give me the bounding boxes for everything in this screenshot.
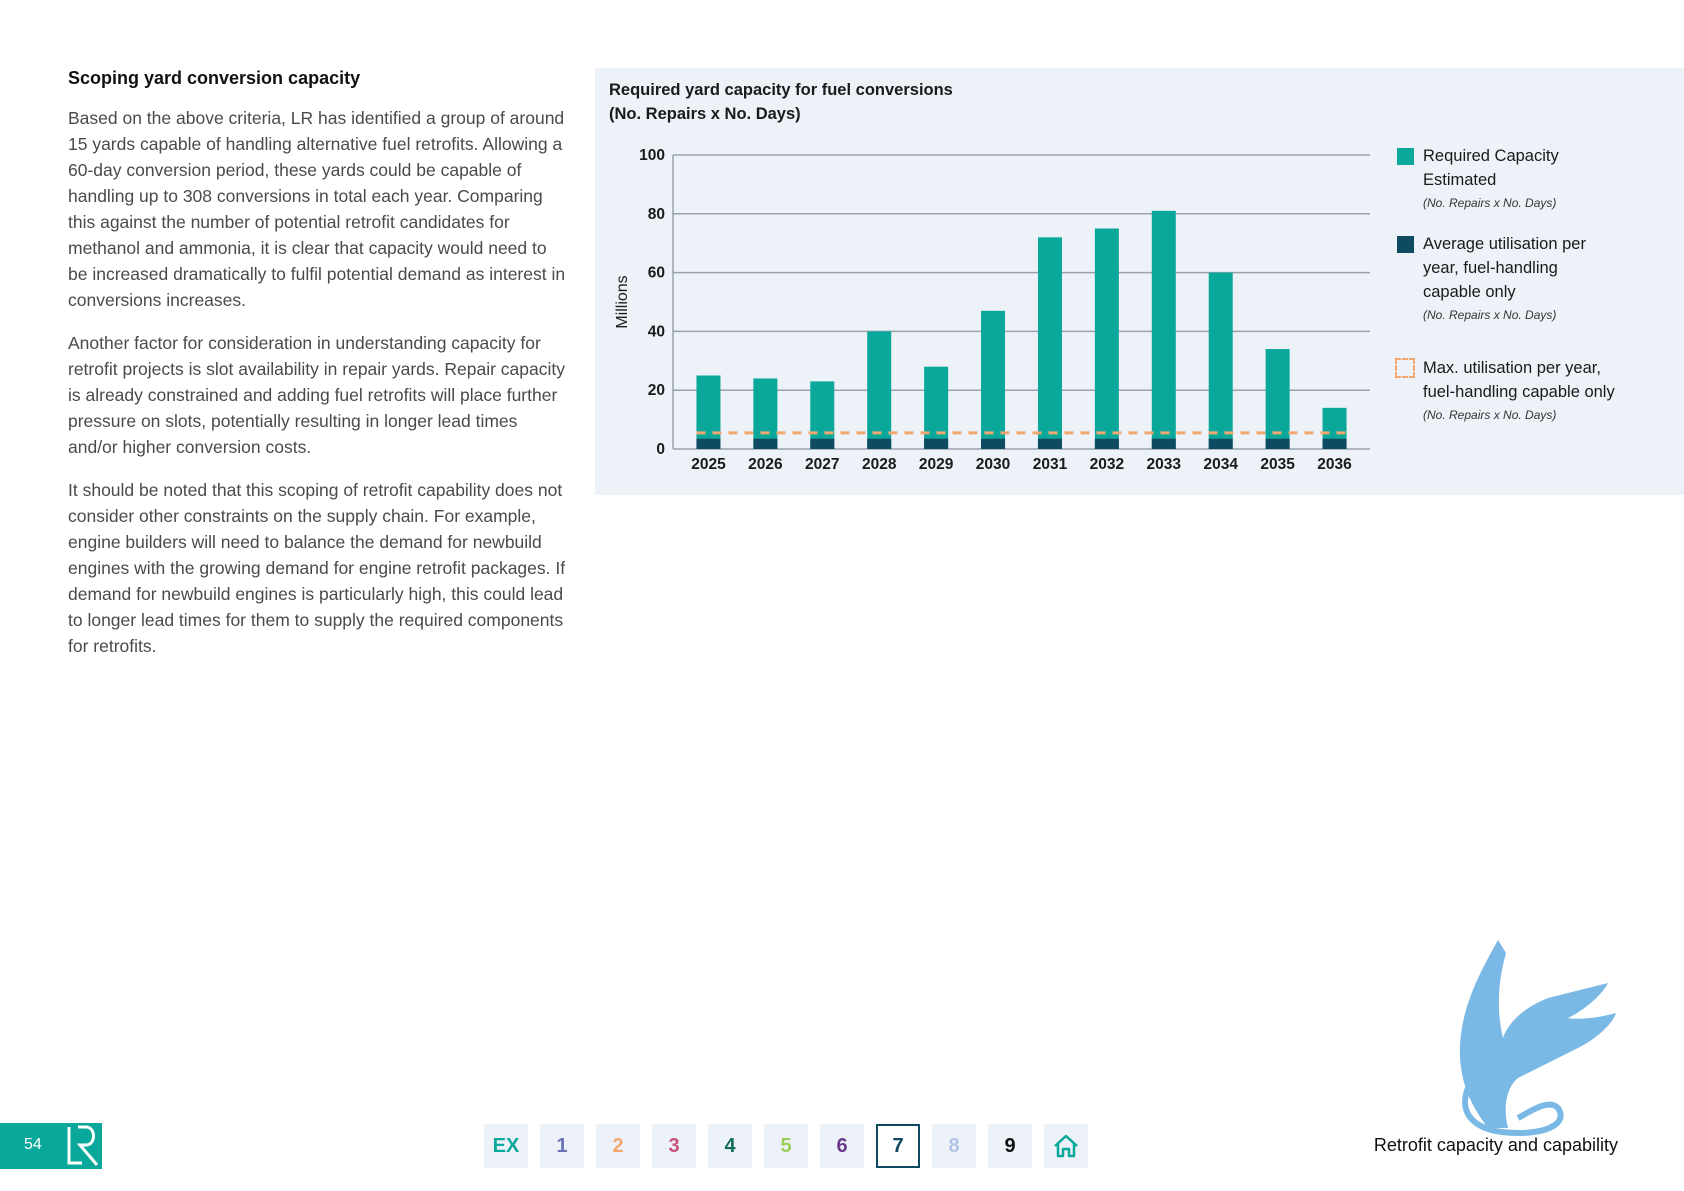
legend-note: (No. Repairs x No. Days) — [1423, 196, 1557, 210]
x-tick-label: 2025 — [691, 456, 726, 473]
chart-legend: Required Capacity Estimated (No. Repairs… — [1395, 144, 1617, 440]
legend-swatch-dashed — [1395, 358, 1415, 378]
x-tick-label: 2033 — [1147, 456, 1182, 473]
nav-tab-4[interactable]: 4 — [708, 1124, 752, 1168]
legend-swatch-teal — [1397, 148, 1414, 165]
paragraph: Based on the above criteria, LR has iden… — [68, 108, 566, 310]
nav-tab-2[interactable]: 2 — [596, 1124, 640, 1168]
bar-required-2028 — [867, 331, 892, 449]
y-tick-label: 80 — [648, 206, 665, 223]
section-nav: EX 1 2 3 4 5 6 7 8 9 — [484, 1124, 1100, 1168]
legend-label: Required Capacity Estimated — [1423, 147, 1559, 189]
y-tick-label: 20 — [648, 382, 665, 399]
bar-average-2035 — [1265, 438, 1290, 449]
chart-title-line: Required yard capacity for fuel conversi… — [609, 81, 953, 99]
legend-swatch-navy — [1397, 236, 1414, 253]
nav-tab-3[interactable]: 3 — [652, 1124, 696, 1168]
x-tick-label: 2035 — [1260, 456, 1295, 473]
legend-label: Max. utilisation per year, fuel-handling… — [1423, 359, 1615, 401]
nav-tab-9[interactable]: 9 — [988, 1124, 1032, 1168]
x-tick-label: 2029 — [919, 456, 954, 473]
x-tick-label: 2026 — [748, 456, 783, 473]
legend-item-required: Required Capacity Estimated (No. Repairs… — [1397, 144, 1617, 210]
page-badge: 54 — [0, 1123, 102, 1169]
bar-required-2032 — [1094, 228, 1119, 449]
nav-tab-1[interactable]: 1 — [540, 1124, 584, 1168]
nav-tab-7[interactable]: 7 — [876, 1124, 920, 1168]
home-button[interactable] — [1044, 1124, 1088, 1168]
bar-average-2027 — [810, 438, 835, 449]
bar-average-2031 — [1037, 438, 1062, 449]
y-tick-label: 40 — [648, 323, 665, 340]
nav-tab-8[interactable]: 8 — [932, 1124, 976, 1168]
bar-average-2033 — [1151, 438, 1176, 449]
paragraph: Another factor for consideration in unde… — [68, 333, 565, 457]
x-tick-label: 2027 — [805, 456, 839, 473]
chart-subtitle-line: (No. Repairs x No. Days) — [609, 105, 801, 123]
bar-average-2032 — [1094, 438, 1119, 449]
bar-average-2034 — [1208, 438, 1233, 449]
griffin-logo — [1459, 940, 1616, 1137]
y-tick-label: 100 — [639, 147, 665, 164]
x-tick-label: 2031 — [1033, 456, 1068, 473]
nav-tab-5[interactable]: 5 — [764, 1124, 808, 1168]
bar-required-2033 — [1151, 210, 1176, 449]
bar-chart: 0 20 40 60 80 100 Millions 2025 2026 2027 2028 2029… — [614, 147, 1370, 473]
bar-required-2030 — [981, 310, 1006, 449]
legend-note: (No. Repairs x No. Days) — [1423, 308, 1557, 322]
home-icon — [1054, 1134, 1078, 1158]
bar-average-2028 — [867, 438, 892, 449]
bar-average-2029 — [924, 438, 949, 449]
bar-average-2026 — [753, 438, 778, 449]
nav-tab-ex[interactable]: EX — [484, 1124, 528, 1168]
chart-panel: Required yard capacity for fuel conversi… — [595, 68, 1684, 495]
bar-required-2031 — [1037, 237, 1062, 449]
bar-average-2030 — [981, 438, 1006, 449]
section-heading: Scoping yard conversion capacity — [68, 68, 361, 88]
y-axis-label: Millions — [614, 275, 631, 328]
x-tick-label: 2030 — [976, 456, 1010, 473]
y-tick-label: 0 — [656, 441, 665, 458]
page-number: 54 — [24, 1136, 42, 1153]
bar-average-2025 — [696, 438, 721, 449]
bar-required-2025 — [696, 375, 721, 449]
nav-tab-6[interactable]: 6 — [820, 1124, 864, 1168]
y-tick-label: 60 — [648, 265, 665, 282]
bar-average-2036 — [1322, 438, 1347, 449]
legend-item-average: Average utilisation per year, fuel-handl… — [1397, 232, 1617, 322]
legend-label: Average utilisation per year, fuel-handl… — [1423, 235, 1586, 301]
article: Scoping yard conversion capacity Based o… — [68, 68, 568, 676]
x-tick-label: 2032 — [1090, 456, 1124, 473]
legend-item-max: Max. utilisation per year, fuel-handling… — [1395, 356, 1617, 422]
bar-required-2027 — [810, 381, 835, 449]
footer-title: Retrofit capacity and capability — [1373, 1135, 1618, 1155]
bar-required-2034 — [1208, 272, 1233, 449]
x-tick-label: 2036 — [1317, 456, 1352, 473]
chart-title: Required yard capacity for fuel conversi… — [609, 78, 953, 126]
legend-note: (No. Repairs x No. Days) — [1423, 408, 1557, 422]
paragraph: It should be noted that this scoping of … — [68, 480, 566, 656]
x-tick-label: 2028 — [862, 456, 897, 473]
lr-logo — [67, 1125, 99, 1166]
x-tick-label: 2034 — [1203, 456, 1238, 473]
bar-required-2026 — [753, 378, 778, 449]
bar-required-2029 — [924, 366, 949, 449]
